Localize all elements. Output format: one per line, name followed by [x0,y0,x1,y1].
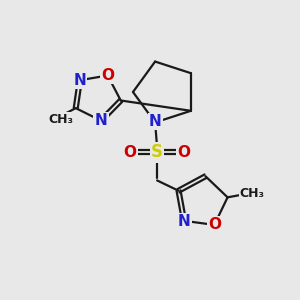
Text: O: O [178,145,190,160]
Text: O: O [124,145,136,160]
Text: CH₃: CH₃ [240,187,265,200]
Text: CH₃: CH₃ [49,113,74,126]
Text: N: N [94,113,107,128]
Text: O: O [101,68,114,83]
Text: N: N [149,114,161,129]
Text: S: S [151,143,163,161]
Text: N: N [74,73,86,88]
Text: N: N [178,214,190,229]
Text: O: O [208,218,221,232]
